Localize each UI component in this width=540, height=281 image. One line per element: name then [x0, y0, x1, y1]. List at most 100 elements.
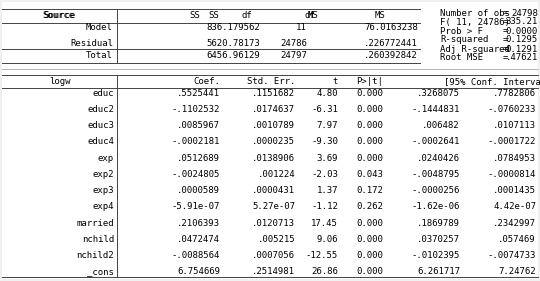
Text: .1151682: .1151682	[252, 89, 295, 98]
Text: 4.80: 4.80	[316, 89, 338, 98]
Text: Residual: Residual	[70, 40, 113, 49]
Text: nchild: nchild	[82, 235, 114, 244]
Text: educ2: educ2	[87, 105, 114, 114]
FancyBboxPatch shape	[2, 2, 538, 279]
Text: .0138906: .0138906	[252, 154, 295, 163]
Text: =: =	[502, 44, 508, 53]
Text: 24798: 24798	[511, 8, 538, 17]
Text: -.0000814: -.0000814	[488, 170, 536, 179]
Text: Number of obs: Number of obs	[440, 8, 510, 17]
Text: .2514981: .2514981	[252, 268, 295, 277]
Text: .0512689: .0512689	[177, 154, 220, 163]
Text: 1.37: 1.37	[316, 186, 338, 195]
Text: 0.000: 0.000	[356, 154, 383, 163]
Text: 0.043: 0.043	[356, 170, 383, 179]
Text: -.0048795: -.0048795	[411, 170, 460, 179]
Text: -1.62e-06: -1.62e-06	[411, 202, 460, 211]
Text: exp: exp	[98, 154, 114, 163]
Text: df: df	[241, 12, 252, 21]
Text: -.0024805: -.0024805	[172, 170, 220, 179]
Text: 6.754669: 6.754669	[177, 268, 220, 277]
Text: 24797: 24797	[280, 51, 307, 60]
Text: 0.000: 0.000	[356, 219, 383, 228]
Text: -6.31: -6.31	[311, 105, 338, 114]
Text: 0.000: 0.000	[356, 89, 383, 98]
Text: Adj R-squared: Adj R-squared	[440, 44, 510, 53]
Text: =: =	[502, 17, 508, 26]
Text: nchild2: nchild2	[76, 251, 114, 260]
Text: .0472474: .0472474	[177, 235, 220, 244]
Text: -.0000256: -.0000256	[411, 186, 460, 195]
Text: .3268075: .3268075	[417, 89, 460, 98]
Text: Prob > F: Prob > F	[440, 26, 483, 35]
Text: -.0001722: -.0001722	[488, 137, 536, 146]
Text: Total: Total	[86, 51, 113, 60]
Text: .47621: .47621	[506, 53, 538, 62]
Text: =: =	[502, 35, 508, 44]
Text: .260392842: .260392842	[364, 51, 418, 60]
Text: Coef.: Coef.	[193, 77, 220, 86]
Text: 0.000: 0.000	[356, 251, 383, 260]
Text: 26.86: 26.86	[311, 268, 338, 277]
Text: .0000589: .0000589	[177, 186, 220, 195]
Text: .0240426: .0240426	[417, 154, 460, 163]
Text: MS: MS	[375, 12, 386, 21]
Text: df: df	[305, 12, 315, 21]
Text: -.1444831: -.1444831	[411, 105, 460, 114]
Text: 24786: 24786	[280, 40, 307, 49]
Text: -.1102532: -.1102532	[172, 105, 220, 114]
Text: _cons: _cons	[87, 268, 114, 277]
Text: educ: educ	[92, 89, 114, 98]
Text: SS: SS	[190, 12, 200, 21]
Text: 6.261717: 6.261717	[417, 268, 460, 277]
Text: 0.000: 0.000	[356, 235, 383, 244]
Text: Source: Source	[42, 12, 75, 21]
Text: Std. Err.: Std. Err.	[247, 77, 295, 86]
Text: 9.06: 9.06	[316, 235, 338, 244]
Text: educ4: educ4	[87, 137, 114, 146]
Text: .0007056: .0007056	[252, 251, 295, 260]
Text: 335.21: 335.21	[506, 17, 538, 26]
Text: .0174637: .0174637	[252, 105, 295, 114]
Text: .001224: .001224	[258, 170, 295, 179]
Text: F( 11, 24786): F( 11, 24786)	[440, 17, 510, 26]
Text: 0.1295: 0.1295	[506, 35, 538, 44]
Text: Root MSE: Root MSE	[440, 53, 483, 62]
Text: .0085967: .0085967	[177, 121, 220, 130]
Text: exp2: exp2	[92, 170, 114, 179]
Text: 7.97: 7.97	[316, 121, 338, 130]
Text: 5.27e-07: 5.27e-07	[252, 202, 295, 211]
Text: .0000235: .0000235	[252, 137, 295, 146]
Text: 0.0000: 0.0000	[506, 26, 538, 35]
Text: .7782806: .7782806	[493, 89, 536, 98]
Text: .226772441: .226772441	[364, 40, 418, 49]
Text: .1869789: .1869789	[417, 219, 460, 228]
Text: 3.69: 3.69	[316, 154, 338, 163]
Text: Model: Model	[86, 24, 113, 33]
Text: -.0760233: -.0760233	[488, 105, 536, 114]
Text: .2342997: .2342997	[493, 219, 536, 228]
Text: =: =	[502, 53, 508, 62]
Text: Source: Source	[44, 12, 76, 21]
Text: .2106393: .2106393	[177, 219, 220, 228]
Text: .0000431: .0000431	[252, 186, 295, 195]
Text: t: t	[333, 77, 338, 86]
Text: SS: SS	[208, 12, 219, 21]
Text: -.0002181: -.0002181	[172, 137, 220, 146]
Text: 0.000: 0.000	[356, 121, 383, 130]
Text: .0370257: .0370257	[417, 235, 460, 244]
Text: 6456.96129: 6456.96129	[206, 51, 260, 60]
Text: 11: 11	[296, 24, 307, 33]
Text: 0.000: 0.000	[356, 268, 383, 277]
Text: -1.12: -1.12	[311, 202, 338, 211]
Text: 4.42e-07: 4.42e-07	[493, 202, 536, 211]
Text: exp3: exp3	[92, 186, 114, 195]
Text: -.0088564: -.0088564	[172, 251, 220, 260]
Text: .0120713: .0120713	[252, 219, 295, 228]
Text: .005215: .005215	[258, 235, 295, 244]
Text: 7.24762: 7.24762	[498, 268, 536, 277]
Text: -12.55: -12.55	[306, 251, 338, 260]
Text: 5620.78173: 5620.78173	[206, 40, 260, 49]
Text: 0.1291: 0.1291	[506, 44, 538, 53]
Text: 836.179562: 836.179562	[206, 24, 260, 33]
